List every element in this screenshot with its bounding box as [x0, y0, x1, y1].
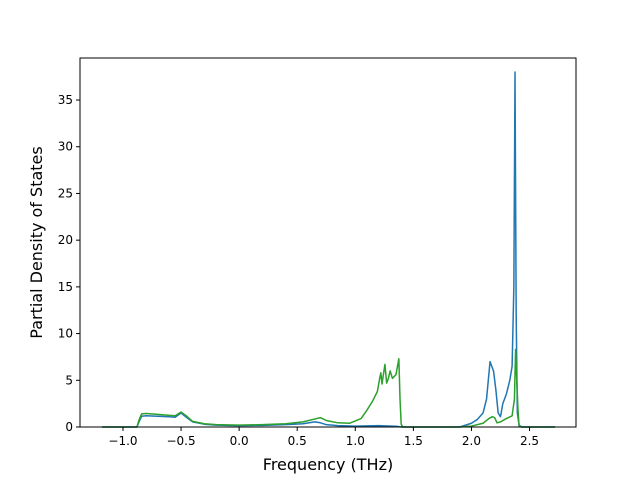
x-tick-label: −1.0 — [108, 434, 137, 448]
y-tick-label: 35 — [58, 93, 73, 107]
x-tick-label: 1.0 — [346, 434, 365, 448]
y-tick-label: 10 — [58, 327, 73, 341]
x-tick-label: −0.5 — [166, 434, 195, 448]
y-tick-label: 25 — [58, 186, 73, 200]
x-tick-label: 1.5 — [404, 434, 423, 448]
y-tick-label: 5 — [65, 373, 73, 387]
series-lines — [102, 71, 556, 428]
y-tick-label: 20 — [58, 233, 73, 247]
x-tick-label: 0.5 — [288, 434, 307, 448]
series-line-2 — [102, 348, 556, 428]
axes-frame — [79, 57, 577, 428]
y-tick-label: 0 — [65, 420, 73, 434]
y-tick-label: 30 — [58, 140, 73, 154]
x-tick-label: 2.0 — [462, 434, 481, 448]
y-axis-label: Partial Density of States — [27, 146, 46, 338]
series-line-1 — [102, 71, 556, 428]
x-tick-label: 0.0 — [230, 434, 249, 448]
x-tick-label: 2.5 — [520, 434, 539, 448]
y-tick-label: 15 — [58, 280, 73, 294]
y-axis-ticks: 0 5 10 15 20 25 30 35 — [58, 93, 80, 434]
x-axis-label: Frequency (THz) — [263, 455, 393, 474]
x-axis-ticks: −1.0 −0.5 0.0 0.5 1.0 1.5 2.0 2.5 — [108, 427, 539, 448]
